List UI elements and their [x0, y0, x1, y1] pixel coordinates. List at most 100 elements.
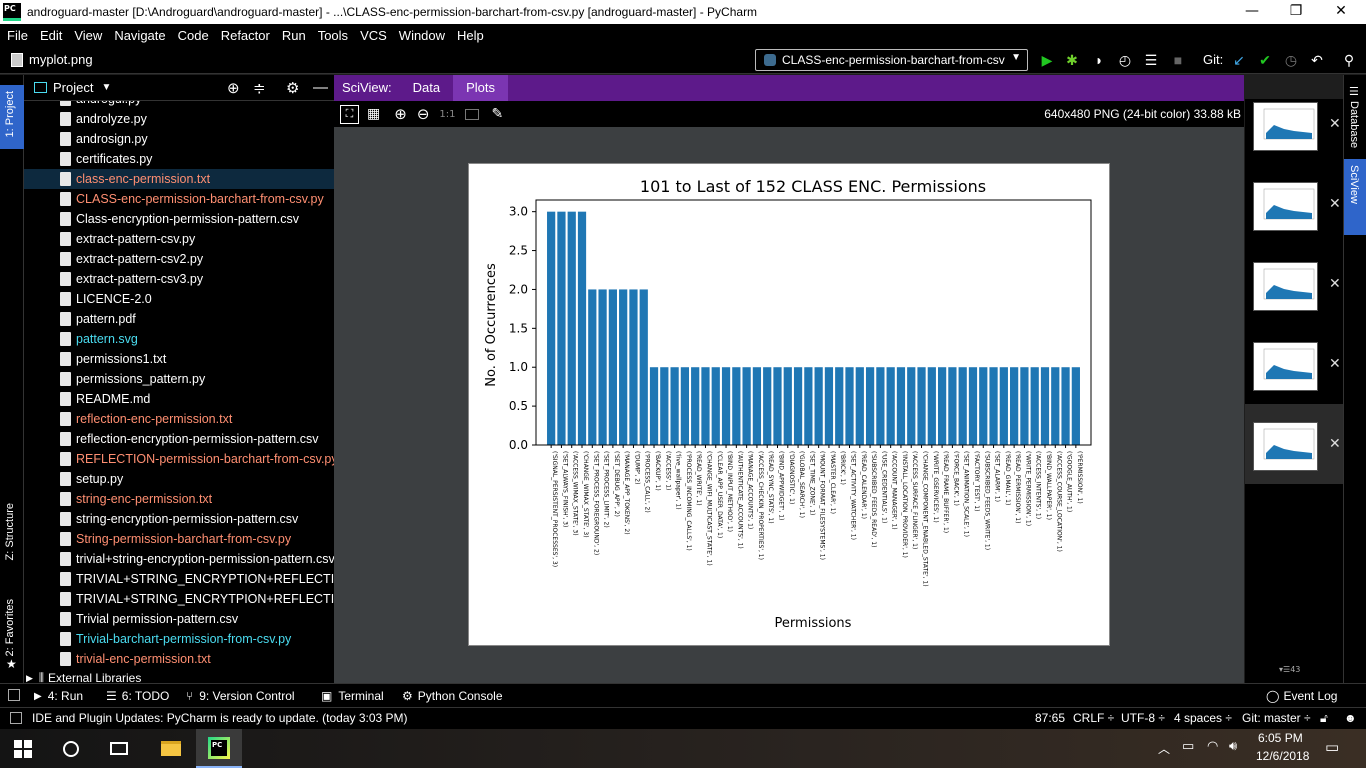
menu-vcs[interactable]: VCS [360, 27, 387, 43]
file-row[interactable]: pattern.pdf [24, 309, 334, 329]
run-configuration-select[interactable]: CLASS-enc-permission-barchart-from-csv ▼ [755, 49, 1028, 71]
tab-data[interactable]: Data [412, 80, 441, 95]
file-row[interactable]: androlyze.py [24, 109, 334, 129]
version-control-tool-button[interactable]: ⑂ 9: Version Control [186, 689, 295, 703]
database-tab[interactable]: Database [1348, 101, 1360, 149]
file-row[interactable]: pattern.svg [24, 329, 334, 349]
plot-thumbnail[interactable] [1253, 422, 1318, 471]
maximize-button[interactable]: ❐ [1289, 3, 1303, 19]
file-row[interactable]: trivial+string-encryption-permission-pat… [24, 549, 334, 569]
task-view-button[interactable] [96, 729, 142, 768]
file-row[interactable]: certificates.py [24, 149, 334, 169]
history-icon[interactable]: ◷ [1284, 52, 1298, 68]
zoom-in-icon[interactable]: ⊕ [394, 105, 407, 123]
menu-code[interactable]: Code [177, 27, 209, 43]
profile-icon[interactable]: ◴ [1118, 52, 1132, 68]
debug-icon[interactable]: ✱ [1066, 52, 1078, 68]
file-row[interactable]: CLASS-enc-permission-barchart-from-csv.p… [24, 189, 334, 209]
file-row[interactable]: permissions_pattern.py [24, 369, 334, 389]
file-row[interactable]: trivial-enc-permission.txt [24, 649, 334, 669]
file-row[interactable]: androsign.py [24, 129, 334, 149]
menu-file[interactable]: File [7, 27, 28, 43]
fit-zoom-icon[interactable]: ⛶ [340, 104, 359, 124]
plot-thumbnail[interactable] [1253, 182, 1318, 231]
plot-thumbnail[interactable] [1253, 342, 1318, 391]
file-row[interactable]: extract-pattern-csv.py [24, 229, 334, 249]
windows-start-button[interactable] [0, 729, 46, 768]
file-row[interactable]: reflection-encryption-permission-pattern… [24, 429, 334, 449]
project-view-select[interactable]: Project [53, 80, 94, 95]
show-hidden-icons[interactable]: ︿ [1158, 742, 1171, 756]
tab-plots[interactable]: Plots [453, 75, 508, 101]
concurrency-icon[interactable]: ☰ [1144, 52, 1158, 68]
menu-view[interactable]: View [74, 27, 103, 43]
file-row[interactable]: class-enc-permission.txt [24, 169, 334, 189]
minimize-button[interactable]: — [1245, 3, 1259, 19]
volume-icon[interactable]: 🔊︎ [1229, 739, 1238, 754]
cortana-button[interactable] [48, 729, 94, 768]
file-row[interactable]: extract-pattern-csv3.py [24, 269, 334, 289]
menu-tools[interactable]: Tools [317, 27, 349, 43]
collapse-all-icon[interactable]: ≑ [253, 79, 266, 97]
menu-navigate[interactable]: Navigate [114, 27, 166, 43]
file-row[interactable]: REFLECTION-permission-barchart-from-csv.… [24, 449, 334, 469]
color-picker-icon[interactable]: ✎ [491, 106, 504, 122]
status-toggle-icon[interactable] [10, 712, 22, 724]
close-thumbnail-icon[interactable]: ✕ [1329, 116, 1341, 132]
lock-icon[interactable]: 🔓︎ [1320, 711, 1328, 725]
file-row[interactable]: string-enc-permission.txt [24, 489, 334, 509]
search-icon[interactable]: ⚲ [1343, 52, 1355, 68]
git-commit-icon[interactable]: ✔ [1259, 52, 1271, 68]
memory-icon[interactable]: ☻ [1344, 711, 1357, 725]
file-row[interactable]: TRIVIAL+STRING_ENCRYPTION+REFLECTION+C [24, 569, 334, 589]
run-tool-button[interactable]: ▶ 4: Run [34, 689, 83, 703]
menu-run[interactable]: Run [281, 27, 306, 43]
file-explorer-button[interactable] [148, 729, 194, 768]
structure-tab[interactable]: Z: Structure [4, 503, 16, 561]
file-row[interactable]: permissions1.txt [24, 349, 334, 369]
clock-time[interactable]: 6:05 PM [1258, 731, 1303, 745]
file-row[interactable]: Trivial permission-pattern.csv [24, 609, 334, 629]
clock-date[interactable]: 12/6/2018 [1256, 749, 1310, 763]
notifications-icon[interactable]: ▭ [1325, 738, 1340, 756]
run-icon[interactable]: ▶ [1041, 52, 1053, 68]
breadcrumb-file[interactable]: myplot.png [29, 52, 93, 67]
file-row[interactable]: LICENCE-2.0 [24, 289, 334, 309]
close-thumbnail-icon[interactable]: ✕ [1329, 436, 1341, 452]
file-row[interactable]: Trivial-barchart-permission-from-csv.py [24, 629, 334, 649]
todo-tool-button[interactable]: ☰ 6: TODO [106, 689, 169, 703]
plot-thumbnail[interactable] [1253, 102, 1318, 151]
close-thumbnail-icon[interactable]: ✕ [1329, 356, 1341, 372]
file-row[interactable]: TRIVIAL+STRING_ENCRYTPION+REFLECTION_AP [24, 589, 334, 609]
fit-window-icon[interactable] [465, 108, 480, 120]
battery-icon[interactable]: ▭ [1182, 739, 1195, 754]
wifi-icon[interactable]: ◠ [1207, 739, 1219, 754]
coverage-icon[interactable]: ◗ [1094, 52, 1104, 68]
file-row[interactable]: setup.py [24, 469, 334, 489]
event-log-button[interactable]: ◯ Event Log [1266, 689, 1337, 703]
line-separator[interactable]: CRLF ÷ [1073, 711, 1115, 725]
gear-icon[interactable]: ⚙ [286, 79, 300, 97]
python-console-tool-button[interactable]: ⚙ Python Console [402, 689, 503, 703]
file-row[interactable]: string-encryption-permission-pattern.csv [24, 509, 334, 529]
file-row[interactable]: reflection-enc-permission.txt [24, 409, 334, 429]
panel-toggle-icon[interactable] [8, 689, 20, 701]
grid-icon[interactable]: ▦ [367, 106, 381, 122]
revert-icon[interactable]: ↶ [1311, 52, 1323, 68]
file-encoding[interactable]: UTF-8 ÷ [1121, 711, 1165, 725]
chevron-down-icon[interactable]: ▼ [101, 82, 112, 93]
file-row[interactable]: Class-encryption-permission-pattern.csv [24, 209, 334, 229]
hide-panel-icon[interactable]: — [313, 79, 328, 96]
file-row[interactable]: README.md [24, 389, 334, 409]
close-thumbnail-icon[interactable]: ✕ [1329, 276, 1341, 292]
plot-thumbnail[interactable] [1253, 262, 1318, 311]
terminal-tool-button[interactable]: ▣ Terminal [321, 689, 384, 703]
menu-refactor[interactable]: Refactor [220, 27, 270, 43]
close-window-button[interactable]: ✕ [1335, 3, 1347, 19]
caret-position[interactable]: 87:65 [1035, 711, 1066, 725]
favorites-tab[interactable]: 2: Favorites [4, 599, 16, 657]
close-thumbnail-icon[interactable]: ✕ [1329, 196, 1341, 212]
locate-file-icon[interactable]: ⊕ [227, 79, 240, 97]
git-branch[interactable]: Git: master ÷ [1242, 711, 1311, 725]
zoom-out-icon[interactable]: ⊖ [416, 105, 430, 123]
